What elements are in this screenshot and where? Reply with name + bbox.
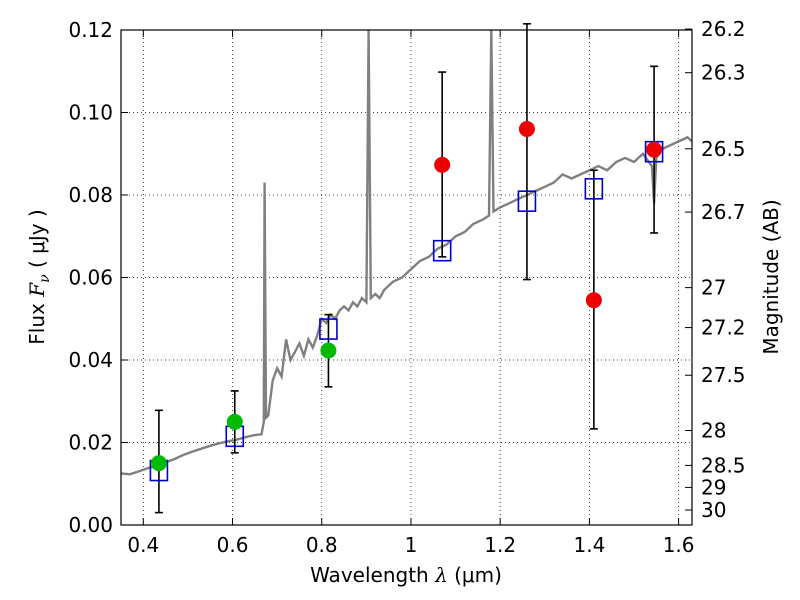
green-point	[150, 455, 167, 472]
mag-tick-label: 29	[701, 475, 726, 499]
model-box	[319, 318, 338, 340]
green-point	[320, 342, 337, 359]
x-axis-label: Wavelength λ (μm)	[310, 563, 502, 587]
y-tick-label: 0.10	[68, 101, 113, 125]
y-tick-label: 0.02	[68, 431, 113, 455]
red-point	[434, 156, 451, 173]
mag-tick-label: 27	[701, 276, 726, 300]
data-points	[150, 121, 663, 472]
x-tick-label: 1.4	[573, 533, 605, 557]
x-tick-label: 0.8	[306, 533, 338, 557]
x-tick-label: 1	[405, 533, 418, 557]
x-tick-label: 1.2	[484, 533, 516, 557]
template-spectrum	[121, 30, 692, 476]
y-tick-label: 0.04	[68, 348, 113, 372]
red-point	[518, 121, 535, 137]
x-tick-labels: 0.4 0.6 0.8 1 1.2 1.4 1.6	[127, 533, 694, 557]
template-spectrum-line	[121, 30, 692, 476]
plot-frame	[120, 29, 693, 526]
mag-tick-label: 26.3	[701, 61, 746, 85]
mag-tick-label: 27.2	[701, 316, 746, 340]
model-box	[432, 239, 452, 262]
mag-tick-label: 30	[701, 498, 726, 522]
grid	[121, 29, 692, 526]
model-box	[584, 178, 604, 200]
y2-axis-label: Magnitude (AB)	[759, 199, 783, 354]
x-tick-label: 0.4	[127, 533, 159, 557]
model-box	[517, 190, 537, 212]
mag-tick-label: 26.5	[701, 137, 746, 161]
model-boxes	[149, 140, 664, 482]
x-tick-label: 0.6	[217, 533, 249, 557]
mag-tick-label: 28.5	[701, 453, 746, 477]
y-tick-label: 0.08	[68, 183, 113, 207]
ticks	[121, 28, 692, 526]
green-point	[226, 413, 243, 430]
y-tick-label: 0.00	[68, 513, 113, 537]
y-tick-labels: 0.00 0.02 0.04 0.06 0.08 0.10 0.12	[68, 18, 113, 537]
y-tick-label: 0.12	[68, 18, 113, 42]
mag-tick-label: 26.2	[701, 17, 746, 41]
red-point	[585, 292, 602, 309]
y-tick-label: 0.06	[68, 266, 113, 290]
error-bars	[154, 23, 659, 514]
x-tick-label: 1.6	[663, 533, 695, 557]
mag-tick-label: 28	[701, 419, 726, 443]
mag-tick-label: 27.5	[701, 363, 746, 387]
y-axis-label: Flux Fν ( μJy )	[25, 209, 53, 344]
red-point	[646, 141, 663, 158]
mag-tick-label: 26.7	[701, 200, 746, 224]
